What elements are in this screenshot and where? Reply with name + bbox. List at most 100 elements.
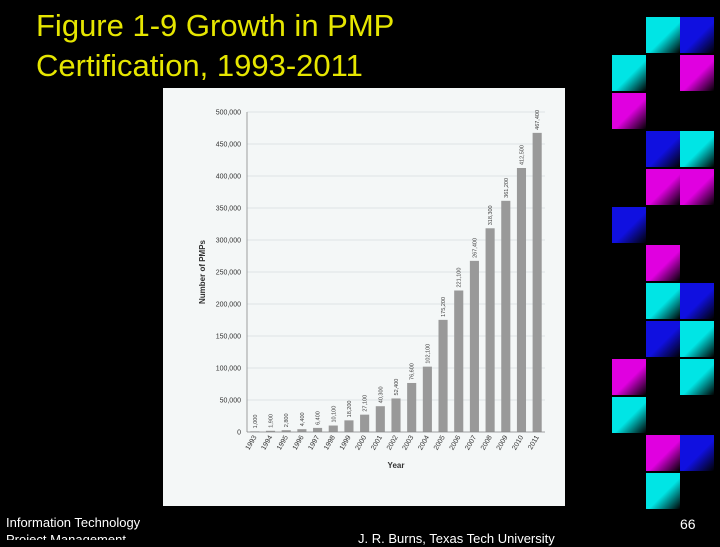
- y-axis-label: Number of PMPs: [198, 239, 207, 304]
- bar-1994: [265, 430, 276, 432]
- y-tick-label: 150,000: [216, 334, 241, 341]
- y-axis-ticks: 0 50,000 100,000 150,000 200,000 250,000 300,0…: [216, 110, 241, 437]
- y-tick-label: 0: [237, 430, 241, 437]
- decorative-tile-cyan: [646, 283, 680, 319]
- x-tick-label: 2004: [417, 434, 431, 451]
- data-label-2010: 412,500: [519, 145, 525, 165]
- x-tick-label: 2000: [355, 434, 369, 451]
- bar-2003: [407, 382, 417, 432]
- footer-course: Information Technology Project Managemen…: [6, 514, 140, 540]
- data-label-2011: 467,400: [535, 110, 541, 130]
- x-tick-label: 2007: [464, 434, 478, 451]
- bar-2001: [375, 406, 385, 432]
- x-tick-label: 2005: [433, 434, 447, 451]
- data-label-1996: 4,400: [300, 412, 306, 426]
- decorative-tile-cyan: [612, 55, 646, 91]
- bar-1998: [328, 425, 338, 432]
- y-tick-label: 200,000: [216, 302, 241, 309]
- decorative-tile-magenta: [646, 435, 680, 471]
- x-tick-label: 2010: [511, 434, 525, 451]
- data-label-2008: 318,300: [488, 205, 494, 225]
- data-label-2004: 102,100: [425, 344, 431, 364]
- footer-author: J. R. Burns, Texas Tech University: [358, 531, 555, 546]
- decorative-tile-cyan: [680, 321, 714, 357]
- bar-2000: [360, 414, 370, 432]
- data-label-2003: 76,600: [410, 363, 416, 380]
- footer-course-line-2: Project Management: [6, 532, 126, 540]
- decorative-tile-blue: [680, 17, 714, 53]
- data-label-1997: 6,400: [316, 411, 322, 425]
- y-tick-label: 50,000: [220, 398, 242, 405]
- data-label-1994: 1,900: [269, 414, 275, 428]
- y-tick-label: 400,000: [216, 174, 241, 181]
- gridlines: [247, 111, 545, 433]
- decorative-tile-magenta: [680, 169, 714, 205]
- bar-2011: [532, 132, 542, 432]
- bars: [250, 132, 542, 432]
- data-labels: 1,000 1,900 2,800 4,400 6,400 10,100 18,200 27,…: [253, 110, 541, 428]
- bar-2010: [516, 168, 527, 432]
- decorative-tile-cyan: [646, 473, 680, 509]
- bar-1997: [313, 427, 323, 432]
- pmp-growth-bar-chart: 0 50,000 100,000 150,000 200,000 250,000 300,0…: [198, 110, 545, 470]
- y-tick-label: 300,000: [216, 238, 241, 245]
- bar-2006: [454, 290, 464, 432]
- decorative-tile-magenta: [680, 55, 714, 91]
- chart-panel: [163, 88, 565, 506]
- x-axis-ticks: 1993 1994 1995 1996 1997 1998 1999 2000 2001 2002…: [245, 434, 541, 451]
- y-tick-label: 250,000: [216, 270, 241, 277]
- x-tick-label: 2003: [402, 434, 416, 451]
- decorative-tile-blue: [680, 435, 714, 471]
- x-tick-label: 1995: [276, 434, 290, 451]
- decorative-tile-magenta: [646, 245, 680, 281]
- data-label-2002: 52,400: [394, 379, 400, 396]
- data-label-2009: 361,200: [504, 178, 510, 198]
- x-tick-label: 2002: [386, 434, 400, 451]
- bar-2004: [422, 366, 432, 432]
- x-tick-label: 1993: [245, 434, 259, 451]
- data-label-1999: 18,200: [347, 401, 353, 418]
- decorative-tile-cyan: [680, 359, 714, 395]
- x-tick-label: 2011: [527, 434, 541, 451]
- data-label-2007: 267,400: [472, 238, 478, 258]
- y-tick-label: 500,000: [216, 110, 241, 117]
- bar-2009: [501, 200, 511, 432]
- decorative-tile-blue: [646, 131, 680, 167]
- decorative-tile-cyan: [680, 131, 714, 167]
- slide-title-line-2: Certification, 1993-2011: [36, 48, 363, 83]
- bar-2007: [469, 260, 479, 432]
- x-tick-label: 2009: [496, 434, 510, 451]
- bar-2005: [438, 319, 448, 432]
- x-axis-label: Year: [388, 461, 405, 470]
- decorative-tile-cyan: [612, 397, 646, 433]
- slide-title: Figure 1-9 Growth in PMP Certification, …: [36, 6, 556, 86]
- decorative-tile-blue: [680, 283, 714, 319]
- data-label-1998: 10,100: [331, 406, 337, 423]
- data-label-1995: 2,800: [284, 413, 290, 427]
- x-tick-label: 1999: [339, 434, 353, 451]
- x-tick-label: 1997: [307, 434, 321, 451]
- decorative-tile-blue: [612, 207, 646, 243]
- slide-title-line-1: Figure 1-9 Growth in PMP: [36, 8, 395, 43]
- data-label-1993: 1,000: [253, 415, 259, 429]
- bar-2008: [485, 228, 495, 432]
- y-tick-label: 100,000: [216, 366, 241, 373]
- x-tick-label: 1994: [260, 434, 274, 451]
- decorative-tile-blue: [646, 321, 680, 357]
- x-tick-label: 2008: [480, 434, 494, 451]
- x-tick-label: 1998: [323, 434, 337, 451]
- y-tick-label: 350,000: [216, 206, 241, 213]
- decorative-tile-magenta: [612, 359, 646, 395]
- data-label-2000: 27,100: [363, 395, 369, 412]
- y-tick-label: 450,000: [216, 142, 241, 149]
- data-label-2001: 40,300: [378, 386, 384, 403]
- decorative-tile-magenta: [646, 169, 680, 205]
- x-tick-label: 1996: [292, 434, 306, 451]
- decorative-tile-magenta: [612, 93, 646, 129]
- data-label-2006: 221,100: [457, 268, 463, 288]
- bar-1999: [344, 420, 354, 432]
- x-tick-label: 2006: [449, 434, 463, 451]
- decorative-tile-cyan: [646, 17, 680, 53]
- bar-1996: [297, 429, 307, 432]
- bar-1995: [281, 430, 291, 432]
